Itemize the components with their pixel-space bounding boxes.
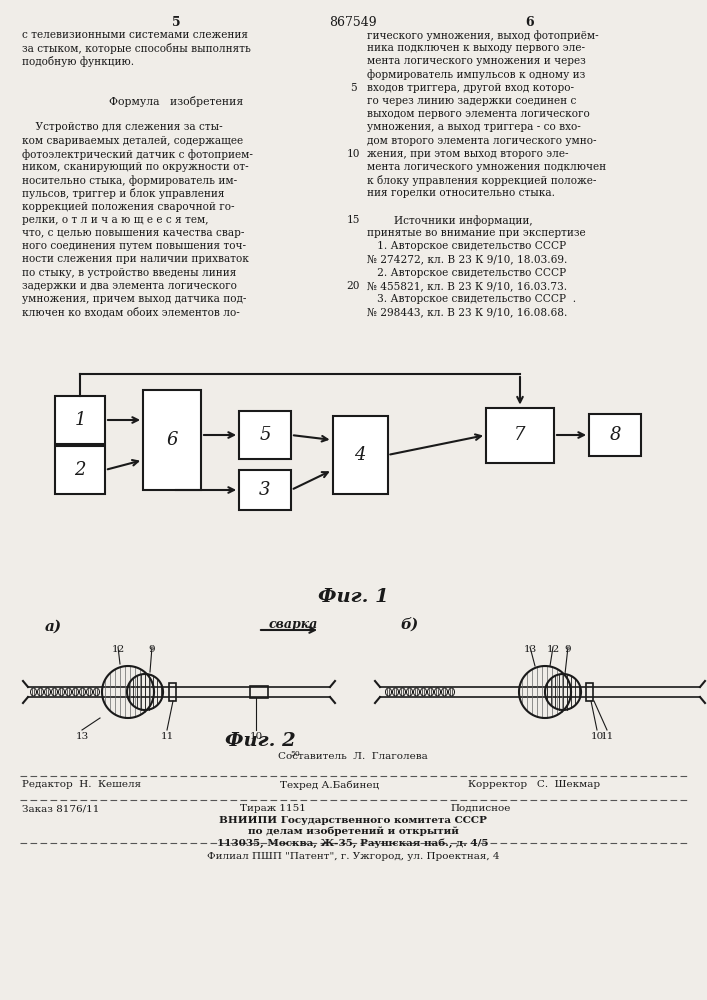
Text: 10: 10: [250, 732, 262, 741]
Bar: [589, 414, 641, 456]
Text: носительно стыка, формирователь им-: носительно стыка, формирователь им-: [22, 175, 237, 186]
Text: № 274272, кл. В 23 К 9/10, 18.03.69.: № 274272, кл. В 23 К 9/10, 18.03.69.: [367, 254, 568, 264]
Text: что, с целью повышения качества свар-: что, с целью повышения качества свар-: [22, 228, 245, 238]
Text: к блоку управления коррекцией положе-: к блоку управления коррекцией положе-: [367, 175, 597, 186]
Text: Техред А.Бабинец: Техред А.Бабинец: [280, 780, 379, 790]
Text: Филиал ПШП "Патент", г. Ужгород, ул. Проектная, 4: Филиал ПШП "Патент", г. Ужгород, ул. Про…: [206, 852, 499, 861]
Bar: [250, 686, 268, 698]
Text: принятые во внимание при экспертизе: принятые во внимание при экспертизе: [367, 228, 585, 238]
Text: гического умножения, выход фотоприём-: гического умножения, выход фотоприём-: [367, 30, 599, 41]
Text: по делам изобретений и открытий: по делам изобретений и открытий: [247, 827, 458, 836]
Text: Устройство для слежения за сты-: Устройство для слежения за сты-: [22, 122, 223, 132]
Bar: [55, 396, 105, 444]
Text: ности слежения при наличии прихваток: ности слежения при наличии прихваток: [22, 254, 249, 264]
Text: 5: 5: [172, 16, 180, 29]
Text: Тираж 1151: Тираж 1151: [240, 804, 306, 813]
Text: 13: 13: [523, 645, 537, 654]
Text: 11: 11: [160, 732, 174, 741]
Text: коррекцией положения сварочной го-: коррекцией положения сварочной го-: [22, 202, 235, 212]
Text: релки, о т л и ч а ю щ е е с я тем,: релки, о т л и ч а ю щ е е с я тем,: [22, 215, 209, 225]
Text: № 298443, кл. В 23 К 9/10, 16.08.68.: № 298443, кл. В 23 К 9/10, 16.08.68.: [367, 307, 568, 317]
Text: за стыком, которые способны выполнять: за стыком, которые способны выполнять: [22, 43, 251, 54]
Text: 10: 10: [590, 732, 604, 741]
Text: 15: 15: [346, 215, 360, 225]
Text: Фиг. 2: Фиг. 2: [225, 732, 296, 750]
Text: 6: 6: [526, 16, 534, 29]
Text: подобную функцию.: подобную функцию.: [22, 56, 134, 67]
Bar: [332, 416, 387, 494]
Text: по стыку, в устройство введены линия: по стыку, в устройство введены линия: [22, 268, 236, 278]
Text: 10: 10: [346, 149, 360, 159]
Text: входов триггера, другой вход которо-: входов триггера, другой вход которо-: [367, 83, 574, 93]
Text: 113035, Москва, Ж-35, Раушская наб., д. 4/5: 113035, Москва, Ж-35, Раушская наб., д. …: [217, 838, 489, 848]
Text: ВНИИПИ Государственного комитета СССР: ВНИИПИ Государственного комитета СССР: [219, 816, 487, 825]
Text: 7: 7: [514, 426, 526, 444]
Text: фотоэлектрический датчик с фотоприем-: фотоэлектрический датчик с фотоприем-: [22, 149, 253, 160]
Text: Источники информации,: Источники информации,: [367, 215, 532, 226]
Text: го через линию задержки соединен с: го через линию задержки соединен с: [367, 96, 576, 106]
Text: 3: 3: [259, 481, 271, 499]
Text: 5: 5: [350, 83, 356, 93]
Text: б): б): [400, 617, 419, 631]
Text: а): а): [45, 620, 62, 634]
Text: 20: 20: [346, 281, 360, 291]
Text: выходом первого элемента логического: выходом первого элемента логического: [367, 109, 590, 119]
Text: 3. Авторское свидетельство СССР  .: 3. Авторское свидетельство СССР .: [367, 294, 576, 304]
Text: Формула   изобретения: Формула изобретения: [109, 96, 243, 107]
Text: Составитель  Л.  Глаголева: Составитель Л. Глаголева: [278, 752, 428, 761]
Text: ником, сканирующий по окружности от-: ником, сканирующий по окружности от-: [22, 162, 249, 172]
Text: 1. Авторское свидетельство СССР: 1. Авторское свидетельство СССР: [367, 241, 566, 251]
Text: ком свариваемых деталей, содержащее: ком свариваемых деталей, содержащее: [22, 136, 243, 146]
Bar: [586, 683, 593, 701]
Text: 2. Авторское свидетельство СССР: 2. Авторское свидетельство СССР: [367, 268, 566, 278]
Bar: [143, 390, 201, 490]
Text: с телевизионными системами слежения: с телевизионными системами слежения: [22, 30, 248, 40]
Text: сварка: сварка: [269, 618, 317, 631]
Text: мента логического умножения и через: мента логического умножения и через: [367, 56, 586, 66]
Text: 2: 2: [74, 461, 86, 479]
Text: ного соединения путем повышения точ-: ного соединения путем повышения точ-: [22, 241, 246, 251]
Text: Корректор   С.  Шекмар: Корректор С. Шекмар: [468, 780, 600, 789]
Text: умножения, причем выход датчика под-: умножения, причем выход датчика под-: [22, 294, 246, 304]
Text: мента логического умножения подключен: мента логического умножения подключен: [367, 162, 606, 172]
Text: задержки и два элемента логического: задержки и два элемента логического: [22, 281, 237, 291]
Text: умножения, а выход триггера - со вхо-: умножения, а выход триггера - со вхо-: [367, 122, 580, 132]
Text: 867549: 867549: [329, 16, 377, 29]
Text: жения, при этом выход второго эле-: жения, при этом выход второго эле-: [367, 149, 568, 159]
Text: 12: 12: [547, 645, 560, 654]
Text: 5: 5: [259, 426, 271, 444]
Text: 11: 11: [600, 732, 614, 741]
Bar: [239, 470, 291, 510]
Bar: [239, 411, 291, 459]
Text: дом второго элемента логического умно-: дом второго элемента логического умно-: [367, 136, 597, 146]
Text: 13: 13: [76, 732, 88, 741]
Text: № 455821, кл. В 23 К 9/10, 16.03.73.: № 455821, кл. В 23 К 9/10, 16.03.73.: [367, 281, 567, 291]
Text: ния горелки относительно стыка.: ния горелки относительно стыка.: [367, 188, 555, 198]
Bar: [486, 408, 554, 462]
Text: формирователь импульсов к одному из: формирователь импульсов к одному из: [367, 70, 585, 80]
Text: 8: 8: [609, 426, 621, 444]
Text: Подписное: Подписное: [450, 804, 510, 813]
Text: 4: 4: [354, 446, 366, 464]
Text: 12: 12: [112, 645, 124, 654]
Text: 1: 1: [74, 411, 86, 429]
Bar: [55, 446, 105, 494]
Text: Заказ 8176/11: Заказ 8176/11: [22, 804, 100, 813]
Text: 9: 9: [148, 645, 156, 654]
Text: ника подключен к выходу первого эле-: ника подключен к выходу первого эле-: [367, 43, 585, 53]
Text: Фиг. 1: Фиг. 1: [317, 588, 388, 606]
Text: пульсов, триггер и блок управления: пульсов, триггер и блок управления: [22, 188, 225, 199]
Text: ключен ко входам обоих элементов ло-: ключен ко входам обоих элементов ло-: [22, 307, 240, 318]
Text: 50: 50: [290, 750, 300, 758]
Text: Редактор  Н.  Кешеля: Редактор Н. Кешеля: [22, 780, 141, 789]
Text: 6: 6: [166, 431, 177, 449]
Text: 9: 9: [565, 645, 571, 654]
Bar: [169, 683, 176, 701]
